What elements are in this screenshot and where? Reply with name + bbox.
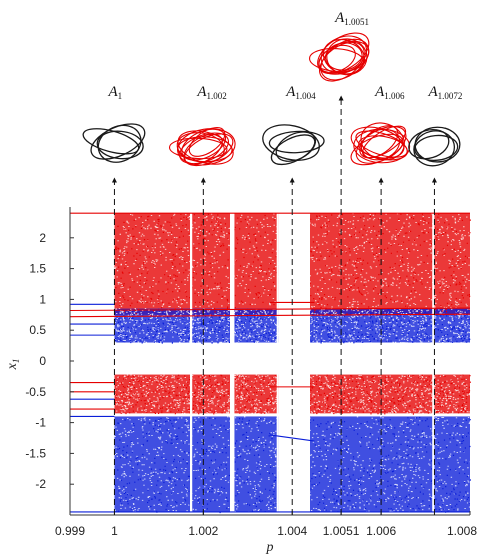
attractor-loop [90, 123, 146, 160]
attractor-label: A1 [107, 84, 122, 101]
scatter-speckle-color-0-1 [115, 374, 471, 415]
window-gap [276, 207, 279, 515]
attractor-label-sub: 1.004 [295, 91, 316, 101]
marker-1.002: A1.002 [168, 84, 236, 515]
attractor-loop [326, 38, 368, 76]
scatter-speckle-white-1-0 [114, 308, 472, 344]
y-tick-label: -1.5 [25, 446, 46, 460]
attractor-label: A1.002 [196, 84, 226, 101]
y-tick-label: 1 [39, 292, 46, 306]
y-axis-label-main: x [5, 362, 20, 370]
attractor-loop [358, 135, 408, 161]
x-tick-label: 1.0051 [323, 524, 360, 538]
marker-1.0072: A1.0072 [408, 84, 462, 515]
attractor-label-main: A [285, 84, 296, 100]
attractor-label: A1.0051 [334, 10, 369, 27]
attractor-glyph [168, 127, 236, 167]
x-tick-label: 1.006 [366, 524, 396, 538]
attractor-label: A1.004 [285, 84, 316, 101]
attractor-label-sub: 1.002 [207, 91, 227, 101]
marker-1: A1 [82, 84, 146, 515]
attractor-glyph [82, 123, 146, 163]
attractor-loop [177, 130, 234, 165]
attractor-loop [360, 128, 401, 161]
y-tick-label: 1.5 [29, 262, 46, 276]
attractor-loop [359, 125, 399, 159]
plot-area [70, 207, 472, 515]
periodic-window [278, 207, 310, 515]
attractor-loop [362, 125, 407, 159]
attractor-loop [414, 134, 459, 161]
attractor-label-sub: 1.006 [384, 91, 405, 101]
attractor-glyph [262, 124, 325, 166]
attractor-loop [96, 130, 144, 160]
attractor-glyph [309, 32, 370, 82]
x-tick-label: 1.008 [447, 524, 477, 538]
attractor-loop [275, 131, 317, 162]
attractor-loop [324, 42, 363, 71]
x-tick-label: 1 [111, 524, 118, 538]
attractor-label-main: A [334, 10, 345, 26]
y-tick-labels: 2 1.5 1 0.5 0 -0.5 -1 -1.5 -2 [25, 231, 46, 491]
periodic-line-0-2 [70, 313, 471, 318]
marker-1.0051: A1.0051 [309, 10, 370, 515]
pre-chaos-region [70, 207, 115, 515]
y-tick-label: 0.5 [29, 323, 46, 337]
attractor-loop [177, 128, 236, 166]
svg-text:x1: x1 [5, 359, 21, 371]
window-gap [230, 207, 235, 515]
attractor-loop [82, 128, 140, 155]
attractor-label-main: A [196, 84, 207, 100]
y-tick-label: -1 [35, 416, 46, 430]
attractor-loop [176, 132, 225, 163]
attractor-loop [320, 35, 368, 74]
window-gap [432, 207, 435, 515]
attractor-loop [350, 126, 405, 159]
attractor-loop [350, 133, 404, 166]
x-tick-label: 0.999 [55, 524, 85, 538]
scatter-speckle-color-1-0 [114, 308, 471, 344]
marker-1.006: A1.006 [350, 84, 411, 515]
marker-1.004: A1.004 [262, 84, 325, 515]
attractor-loop [408, 128, 450, 160]
y-tick-label: 2 [39, 231, 46, 245]
attractor-loop [268, 130, 325, 154]
attractor-label-main: A [107, 84, 118, 100]
attractor-loop [179, 132, 229, 165]
attractor-label: A1.006 [374, 84, 405, 101]
y-tick-label: -2 [35, 477, 46, 491]
attractor-label-main: A [374, 84, 385, 100]
x-tick-label: 1.004 [277, 524, 307, 538]
window-gap [190, 207, 193, 515]
attractor-loop [262, 124, 320, 161]
y-axis-label-sub: 1 [11, 359, 21, 364]
attractor-label: A1.0072 [427, 84, 462, 101]
attractor-label-sub: 1 [118, 91, 123, 101]
window-gaps [70, 207, 435, 515]
attractor-glyph [408, 126, 461, 167]
x-tick-labels: 0.999 1 1.002 1.004 1.0051 1.006 1.008 [55, 524, 477, 538]
attractor-label-sub: 1.0072 [438, 91, 463, 101]
attractor-label-sub: 1.0051 [344, 17, 369, 27]
periodic-line-0-1 [70, 307, 471, 312]
attractor-glyph [350, 122, 411, 166]
x-tick-label: 1.002 [188, 524, 218, 538]
periodic-line-1-6 [269, 434, 315, 442]
attractor-label-main: A [427, 84, 438, 100]
y-tick-label: 0 [39, 354, 46, 368]
x-axis-label: p [266, 540, 274, 555]
y-axis-label: x1 [5, 359, 21, 371]
attractor-loop [413, 130, 456, 167]
y-tick-label: -0.5 [25, 385, 46, 399]
